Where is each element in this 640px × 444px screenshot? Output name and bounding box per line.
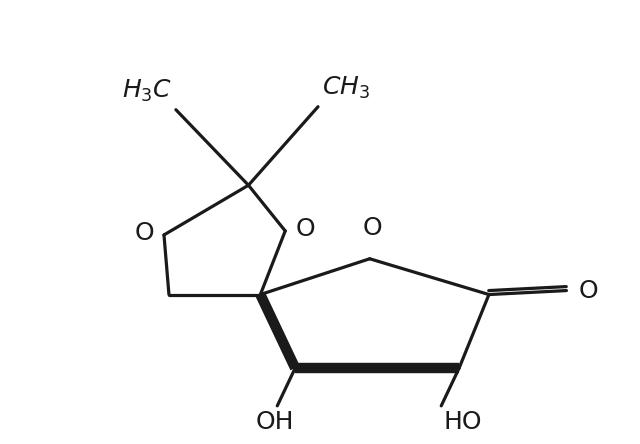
Text: O: O bbox=[295, 217, 315, 241]
Text: $H_3C$: $H_3C$ bbox=[122, 78, 172, 104]
Text: O: O bbox=[363, 216, 383, 240]
Text: HO: HO bbox=[444, 410, 482, 434]
Text: O: O bbox=[134, 221, 154, 245]
Text: O: O bbox=[579, 278, 598, 302]
Text: OH: OH bbox=[256, 410, 294, 434]
Text: $CH_3$: $CH_3$ bbox=[322, 75, 370, 101]
